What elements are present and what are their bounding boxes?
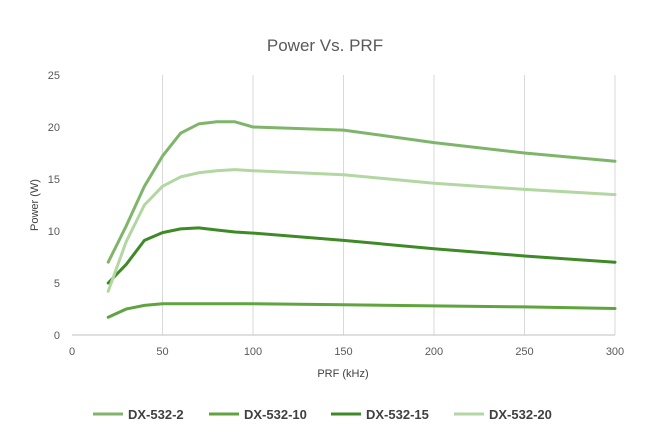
- legend-item-dx-532-20: DX-532-20: [454, 407, 552, 422]
- y-axis-label: Power (W): [29, 179, 41, 231]
- y-tick-label: 5: [54, 278, 60, 290]
- legend-item-dx-532-15: DX-532-15: [331, 407, 429, 422]
- y-tick-label: 25: [48, 70, 60, 82]
- legend-label: DX-532-15: [366, 407, 429, 422]
- x-tick-label: 300: [606, 346, 624, 358]
- y-tick-label: 0: [54, 330, 60, 342]
- x-tick-label: 100: [244, 346, 262, 358]
- legend-item-dx-532-10: DX-532-10: [209, 407, 307, 422]
- x-ticks: 0 50 100 150 200 250 300: [69, 346, 624, 358]
- y-tick-label: 20: [48, 122, 60, 134]
- series-line-dx-532-20: [106, 168, 617, 293]
- chart-title: Power Vs. PRF: [267, 36, 383, 55]
- series-line-dx-532-15: [106, 226, 617, 285]
- x-tick-label: 150: [334, 346, 352, 358]
- x-axis-label: PRF (kHz): [317, 368, 368, 380]
- x-tick-label: 0: [69, 346, 75, 358]
- y-ticks: 0 5 10 15 20 25: [48, 70, 60, 342]
- series-line-dx-532-2: [106, 120, 617, 264]
- legend-label: DX-532-10: [244, 407, 307, 422]
- y-tick-label: 15: [48, 174, 60, 186]
- legend-label: DX-532-20: [489, 407, 552, 422]
- x-tick-label: 250: [515, 346, 533, 358]
- series-line-dx-532-10: [106, 302, 617, 319]
- x-tick-label: 200: [425, 346, 443, 358]
- legend: DX-532-2 DX-532-10 DX-532-15 DX-532-20: [93, 407, 552, 422]
- grid: [162, 75, 616, 335]
- x-tick-label: 50: [156, 346, 168, 358]
- legend-label: DX-532-2: [128, 407, 184, 422]
- series-lines: [106, 120, 617, 319]
- legend-item-dx-532-2: DX-532-2: [93, 407, 184, 422]
- y-tick-label: 10: [48, 226, 60, 238]
